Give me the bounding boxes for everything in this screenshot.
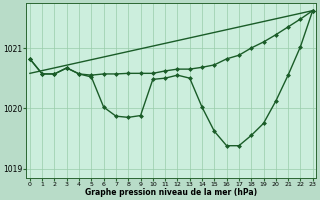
X-axis label: Graphe pression niveau de la mer (hPa): Graphe pression niveau de la mer (hPa) xyxy=(85,188,257,197)
